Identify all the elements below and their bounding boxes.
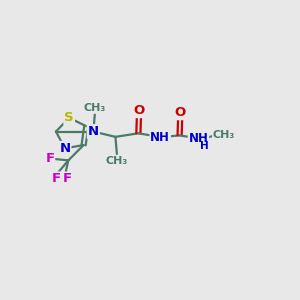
Text: N: N xyxy=(88,125,99,138)
Text: H: H xyxy=(200,141,209,151)
Text: N: N xyxy=(59,142,70,155)
Text: CH₃: CH₃ xyxy=(106,156,128,166)
Text: CH₃: CH₃ xyxy=(84,103,106,113)
Text: NH: NH xyxy=(150,131,170,144)
Text: F: F xyxy=(46,152,55,165)
Text: S: S xyxy=(64,111,74,124)
Text: F: F xyxy=(62,172,71,185)
Text: F: F xyxy=(51,172,61,185)
Text: O: O xyxy=(175,106,186,119)
Text: CH₃: CH₃ xyxy=(213,130,235,140)
Text: O: O xyxy=(133,104,145,117)
Text: NH: NH xyxy=(188,132,208,146)
